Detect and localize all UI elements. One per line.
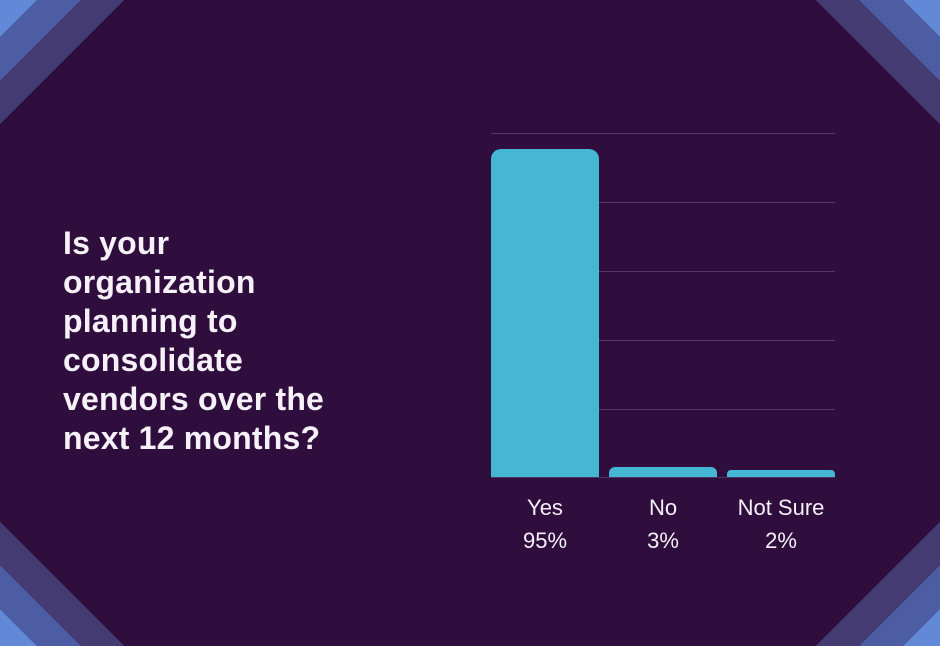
bar-chart-plot-area [491,133,835,478]
gridline-60-percent [491,271,835,272]
value-label: 2% [765,528,797,553]
question-line: planning to [63,303,238,340]
gridline-20-percent [491,409,835,410]
category-label: No [648,495,678,520]
question-line: next 12 months? [63,420,321,457]
corner-stripes-top-left-decoration [0,0,132,132]
question-line: consolidate [63,342,244,379]
label-column-not-sure: Not Sure 2% [727,495,835,554]
question-line: Is your [63,225,170,262]
bar-yes [491,149,599,477]
corner-stripes-bottom-left-decoration [0,514,132,646]
x-axis-line [491,477,835,478]
question-title: Is your organization planning to consolidat… [63,224,423,458]
gridline-80-percent [491,202,835,203]
category-label: Not Sure [737,495,825,520]
value-label: 3% [647,528,679,553]
bar-not-sure [727,470,835,477]
gridline-100-percent [491,133,835,134]
category-label: Yes [527,495,563,520]
bar-no [609,467,717,477]
label-column-yes: Yes 95% [491,495,599,554]
label-column-no: No 3% [609,495,717,554]
value-label: 95% [522,528,568,553]
gridline-40-percent [491,340,835,341]
corner-stripes-top-right-decoration [808,0,940,132]
question-line: organization [63,264,256,301]
question-line: vendors over the [63,381,325,418]
